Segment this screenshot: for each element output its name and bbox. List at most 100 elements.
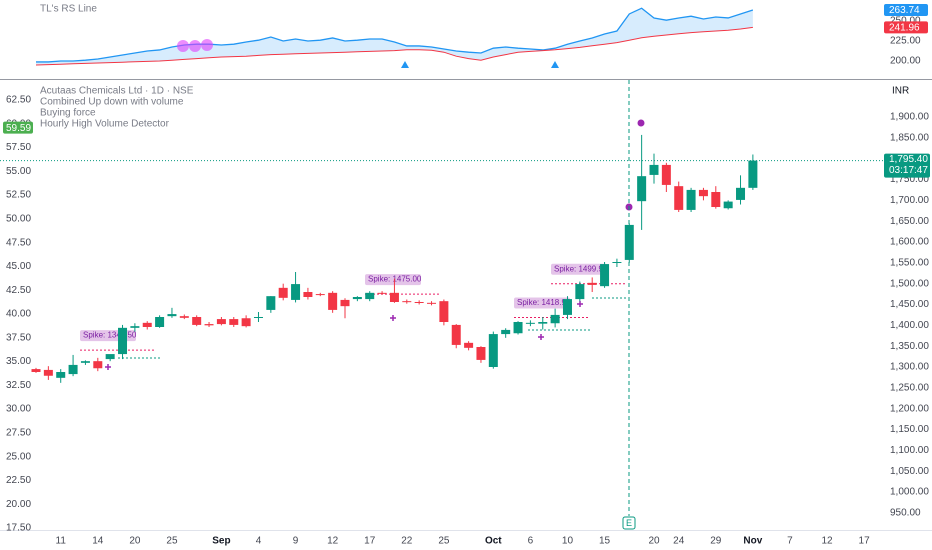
x-tick-label: 7 xyxy=(787,536,793,547)
candle-body xyxy=(80,361,90,363)
y-tick-label: 1,850.00 xyxy=(890,132,929,143)
y2-tick-label: 20.00 xyxy=(6,499,31,510)
y-tick-label: 1,150.00 xyxy=(890,424,929,435)
candle-body xyxy=(439,301,449,322)
last-value-box xyxy=(884,21,928,34)
y2-tick-label: 17.50 xyxy=(6,523,31,534)
candle-body xyxy=(389,292,399,302)
currency: INR xyxy=(892,86,909,97)
spike-label: Spike: 1340.50 xyxy=(83,331,137,340)
y2-tick-label: 52.50 xyxy=(6,190,31,201)
last-value-box xyxy=(884,4,928,17)
candle-body xyxy=(698,189,708,197)
x-tick-label: 25 xyxy=(438,536,450,547)
candle-body xyxy=(328,292,338,310)
y2-tick-label: 47.50 xyxy=(6,237,31,248)
y-tick-label: 950.00 xyxy=(890,507,921,518)
x-tick-label: 20 xyxy=(129,536,141,547)
last-price-label: 1,795.40 xyxy=(889,154,928,165)
candle-body xyxy=(352,297,362,300)
y2-marker-label: 59.59 xyxy=(6,123,31,134)
indicator-title: TL's RS Line xyxy=(40,4,97,15)
candle-body xyxy=(550,314,560,324)
spike-label: Spike: 1499.90 xyxy=(554,264,608,273)
y2-marker-box xyxy=(3,121,33,134)
candle-body xyxy=(266,296,276,310)
x-tick-label: 12 xyxy=(327,536,339,547)
y-tick-label: 1,700.00 xyxy=(890,195,929,206)
candle-body xyxy=(711,192,721,207)
x-tick-label: Nov xyxy=(743,536,762,547)
spike-box xyxy=(365,274,421,286)
y2-tick-label: 40.00 xyxy=(6,309,31,320)
rs-fill xyxy=(36,8,753,65)
spike-label: Spike: 1418.90 xyxy=(517,298,571,307)
earnings-label: E xyxy=(626,518,632,528)
candle-body xyxy=(575,284,585,300)
candle-body xyxy=(723,201,733,209)
y2-tick-label: 55.00 xyxy=(6,166,31,177)
indicator-name: Combined Up down with volume xyxy=(40,97,184,108)
y-tick-label: 1,200.00 xyxy=(890,403,929,414)
y2-tick-label: 35.00 xyxy=(6,356,31,367)
y2-tick-label: 57.50 xyxy=(6,142,31,153)
candle-body xyxy=(130,326,140,328)
candle-body xyxy=(538,322,548,324)
candle-body xyxy=(377,292,387,294)
signal-dot xyxy=(189,40,201,52)
candle-body xyxy=(365,292,375,300)
symbol-title: Acutaas Chemicals Ltd · 1D · NSE xyxy=(40,86,194,97)
candle-body xyxy=(229,319,239,325)
signal-dot xyxy=(201,39,213,51)
x-tick-label: 25 xyxy=(166,536,178,547)
last-value-label: 241.96 xyxy=(889,23,920,34)
x-tick-label: 20 xyxy=(648,536,660,547)
candle-body xyxy=(600,264,610,287)
candle-body xyxy=(253,317,263,318)
y2-tick-label: 37.50 xyxy=(6,332,31,343)
rs-line xyxy=(36,7,754,63)
y-tick-label: 1,550.00 xyxy=(890,257,929,268)
candle-body xyxy=(612,262,622,263)
candle-body xyxy=(43,369,53,376)
y2-tick-label: 62.50 xyxy=(6,95,31,106)
y2-tick-label: 42.50 xyxy=(6,285,31,296)
y-tick-label: 1,400.00 xyxy=(890,320,929,331)
signal-triangle xyxy=(551,61,559,68)
marker-dot xyxy=(637,119,645,127)
candle-body xyxy=(303,292,313,297)
y-tick-label: 1,500.00 xyxy=(890,278,929,289)
candle-body xyxy=(179,316,189,318)
y2-tick-label: 50.00 xyxy=(6,214,31,225)
x-tick-label: Sep xyxy=(212,536,230,547)
y-tick-label: 1,100.00 xyxy=(890,445,929,456)
candle-body xyxy=(278,287,288,298)
x-tick-label: 9 xyxy=(293,536,299,547)
x-tick-label: 6 xyxy=(528,536,534,547)
y2-tick-label: 22.50 xyxy=(6,475,31,486)
candle-body xyxy=(216,319,226,325)
candle-body xyxy=(414,302,424,303)
x-tick-label: 12 xyxy=(821,536,833,547)
y-tick-label: 1,450.00 xyxy=(890,299,929,310)
y-tick-label: 200.00 xyxy=(890,56,921,67)
y2-tick-label: 27.50 xyxy=(6,428,31,439)
spike-label: Spike: 1475.00 xyxy=(368,275,422,284)
candle-body xyxy=(142,322,152,327)
countdown: 03:17:47 xyxy=(889,165,928,176)
signal-triangle xyxy=(401,61,409,68)
candle-body xyxy=(476,347,486,360)
candle-body xyxy=(562,299,572,315)
candle-body xyxy=(748,160,758,188)
x-tick-label: 14 xyxy=(92,536,104,547)
candle-body xyxy=(204,324,214,326)
candle-body xyxy=(464,342,474,348)
candle-body xyxy=(674,186,684,210)
purple-markers xyxy=(105,119,645,370)
candle-body xyxy=(315,294,325,296)
x-tick-label: 29 xyxy=(710,536,722,547)
candle-body xyxy=(587,282,597,285)
y-tick-label: 1,650.00 xyxy=(890,216,929,227)
